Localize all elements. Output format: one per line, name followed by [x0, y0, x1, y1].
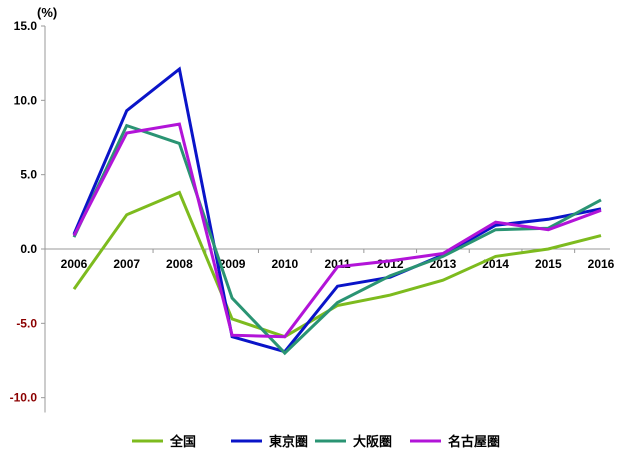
x-tick-label: 2016 — [588, 257, 615, 271]
x-tick-label: 2009 — [219, 257, 246, 271]
series-line-東京圏 — [72, 66, 602, 354]
series-line-名古屋圏 — [72, 122, 602, 339]
y-tick-label: 5.0 — [20, 168, 37, 182]
series-line-大阪圏 — [72, 123, 602, 356]
legend-label: 全国 — [169, 434, 196, 450]
legend-label: 名古屋圏 — [448, 434, 500, 450]
x-tick-label: 2007 — [113, 257, 140, 271]
x-tick-label: 2013 — [430, 257, 457, 271]
series-line-全国 — [72, 190, 602, 339]
x-tick-label: 2015 — [535, 257, 562, 271]
axes — [41, 25, 610, 413]
y-unit-label: (%) — [37, 5, 57, 20]
y-axis-ticks: 15.0 10.0 5.0 0.0 -5.0 -10.0 — [10, 19, 38, 405]
x-tick-label: 2010 — [271, 257, 298, 271]
y-tick-label: 15.0 — [14, 19, 38, 33]
y-tick-label: 10.0 — [14, 93, 38, 107]
legend-label: 大阪圏 — [353, 434, 392, 450]
series-lines — [72, 66, 602, 356]
legend-label: 東京圏 — [269, 434, 308, 450]
y-tick-label: -10.0 — [10, 391, 38, 405]
x-tick-label: 2006 — [61, 257, 88, 271]
legend: 全国 東京圏 大阪圏 名古屋圏 — [132, 434, 500, 450]
y-tick-label: -5.0 — [16, 316, 37, 330]
x-tick-label: 2008 — [166, 257, 193, 271]
y-tick-label: 0.0 — [20, 242, 37, 256]
